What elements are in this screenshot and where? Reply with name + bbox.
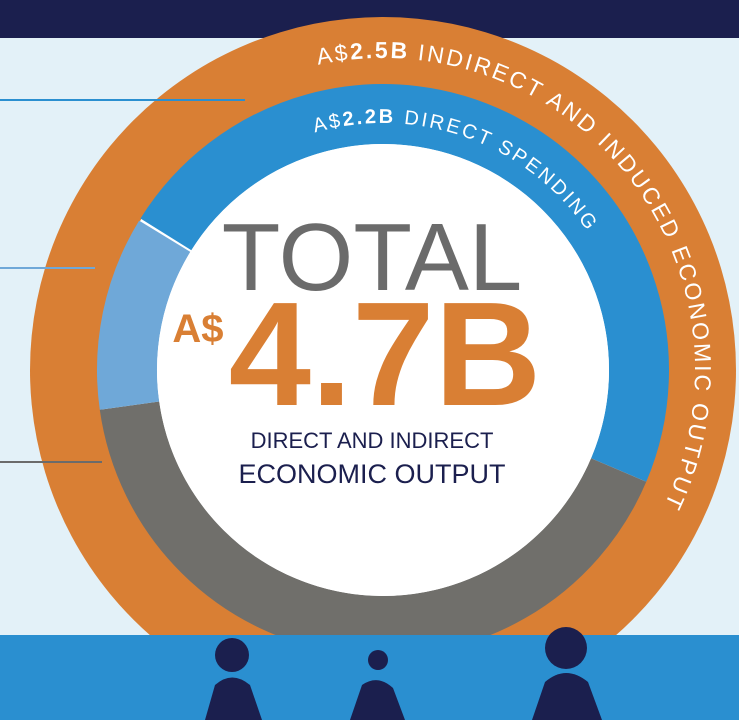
amount: 2.2B: [341, 106, 396, 131]
person-head: [545, 627, 587, 669]
caption: DIRECT AND INDIRECT: [251, 428, 494, 453]
person-head: [215, 638, 249, 672]
person-head: [368, 650, 388, 670]
total-amount: 4.7B: [229, 272, 542, 437]
infographic: A$2.5BINDIRECT AND INDUCED ECONOMIC OUTP…: [0, 0, 739, 720]
amount: 2.5B: [349, 37, 410, 65]
caption: ECONOMIC OUTPUT: [239, 459, 506, 489]
page: {"outer_ring": {"currency": "A$", "amoun…: [0, 0, 739, 720]
currency: A$: [172, 307, 223, 351]
